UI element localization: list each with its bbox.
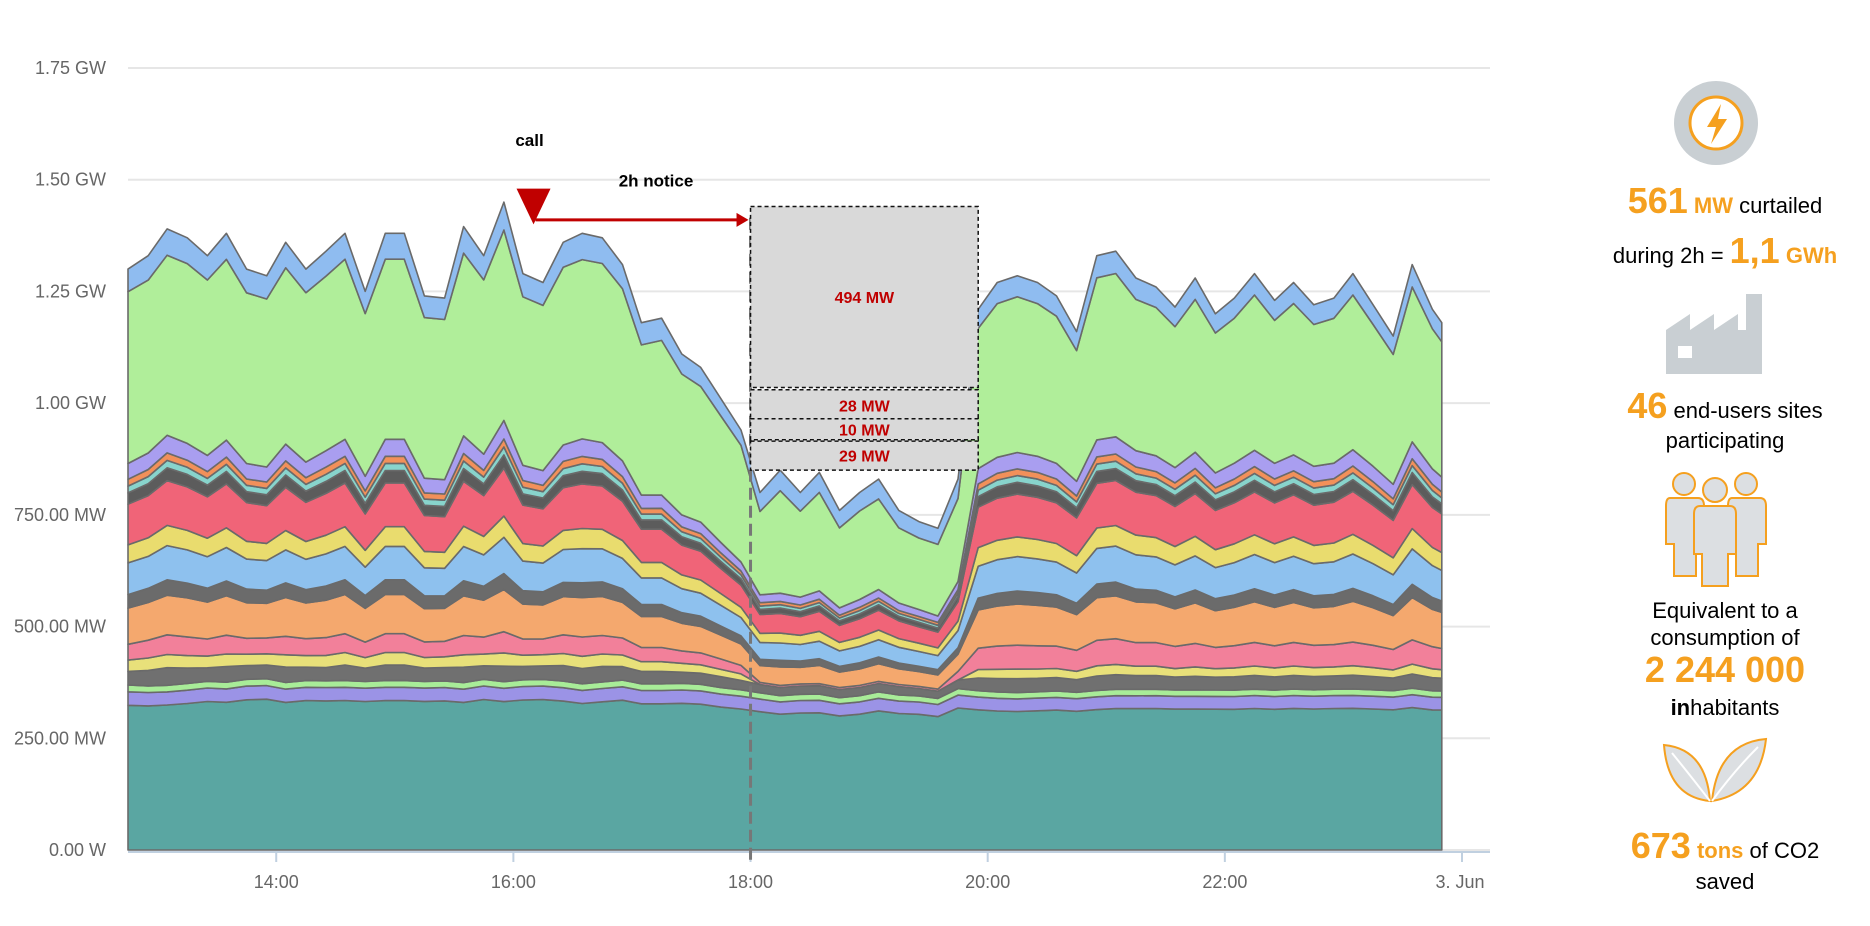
notice-arrowhead bbox=[736, 212, 749, 227]
co2-line: 673 tons of CO2 bbox=[1580, 828, 1870, 867]
inhabitants-value: 2 244 000 bbox=[1644, 649, 1806, 690]
x-tick-label: 16:00 bbox=[491, 872, 536, 892]
area-series bbox=[127, 201, 1443, 851]
x-tick-label: 20:00 bbox=[965, 872, 1010, 892]
co2-text: of CO2 bbox=[1743, 838, 1820, 863]
x-tick-label: 3. Jun bbox=[1435, 872, 1484, 892]
annotations: call 2h notice 494 MW 28 MW 10 MW 29 MW bbox=[515, 131, 979, 864]
y-axis: 0.00 W 250.00 MW 500.00 MW 750.00 MW 1.00 GW… bbox=[14, 58, 106, 860]
inhabitants-bold: in bbox=[1670, 695, 1691, 720]
leaf-icon bbox=[1662, 737, 1768, 803]
y-tick-label: 250.00 MW bbox=[14, 728, 106, 748]
co2-text2: saved bbox=[1695, 869, 1755, 894]
area-series-16 bbox=[127, 201, 1443, 546]
lightning-icon bbox=[1674, 81, 1758, 165]
curtailment-box bbox=[749, 418, 979, 441]
curtailment-box-label: 29 MW bbox=[839, 449, 891, 466]
y-tick-label: 750.00 MW bbox=[14, 505, 106, 525]
equiv-line1: Equivalent to a bbox=[1580, 595, 1870, 627]
equiv-line2: consumption of bbox=[1580, 622, 1870, 654]
y-tick-label: 1.25 GW bbox=[35, 281, 106, 301]
co2-line2: saved bbox=[1580, 866, 1870, 898]
equiv-text2: consumption of bbox=[1650, 625, 1800, 650]
call-label: call bbox=[515, 131, 543, 150]
curtailed-value: 561 bbox=[1627, 180, 1688, 221]
co2-unit: tons bbox=[1696, 838, 1744, 863]
curtailed-unit: MW bbox=[1693, 193, 1733, 218]
co2-value: 673 bbox=[1630, 825, 1691, 866]
y-tick-label: 500.00 MW bbox=[14, 617, 106, 637]
summary-panel: 561 MW curtailed during 2h = 1,1 GWh 46 … bbox=[1580, 80, 1870, 920]
area-series-0 bbox=[127, 698, 1443, 851]
curtailed-text: curtailed bbox=[1733, 193, 1823, 218]
x-tick-label: 18:00 bbox=[728, 872, 773, 892]
during-text: during 2h = bbox=[1612, 243, 1730, 268]
x-tick-label: 14:00 bbox=[254, 872, 299, 892]
sites-text: end-users sites bbox=[1667, 398, 1823, 423]
sites-line2: participating bbox=[1580, 425, 1870, 457]
factory-icon bbox=[1666, 294, 1762, 374]
curtailment-box-label: 28 MW bbox=[839, 398, 891, 415]
sites-line: 46 end-users sites bbox=[1580, 388, 1870, 427]
inhabitants-value-line: 2 244 000 bbox=[1580, 652, 1870, 691]
curtailment-box bbox=[749, 205, 979, 389]
inhabitants-rest: habitants bbox=[1690, 695, 1780, 720]
x-axis: 14:00 16:00 18:00 20:00 22:00 3. Jun bbox=[128, 851, 1490, 892]
curtailment-box-label: 10 MW bbox=[839, 422, 891, 439]
energy-unit: GWh bbox=[1785, 243, 1838, 268]
equiv-text1: Equivalent to a bbox=[1652, 598, 1798, 623]
stacked-area-chart: 0.00 W 250.00 MW 500.00 MW 750.00 MW 1.00 GW… bbox=[14, 58, 1490, 892]
sites-text2: participating bbox=[1665, 428, 1785, 453]
inhabitants-line: inhabitants bbox=[1580, 692, 1870, 724]
energy-line: during 2h = 1,1 GWh bbox=[1580, 233, 1870, 272]
curtailment-box-label: 494 MW bbox=[835, 290, 895, 307]
notice-label: 2h notice bbox=[619, 171, 694, 190]
x-tick-label: 22:00 bbox=[1202, 872, 1247, 892]
call-marker-icon bbox=[516, 188, 551, 225]
y-tick-label: 1.00 GW bbox=[35, 393, 106, 413]
y-tick-label: 0.00 W bbox=[49, 840, 106, 860]
curtailed-line: 561 MW curtailed bbox=[1580, 183, 1870, 222]
sites-value: 46 bbox=[1627, 385, 1668, 426]
curtailment-box bbox=[749, 440, 979, 471]
y-tick-label: 1.75 GW bbox=[35, 58, 106, 78]
curtailment-box bbox=[749, 388, 979, 422]
energy-value: 1,1 bbox=[1729, 230, 1780, 271]
y-tick-label: 1.50 GW bbox=[35, 170, 106, 190]
people-icon bbox=[1665, 472, 1767, 587]
